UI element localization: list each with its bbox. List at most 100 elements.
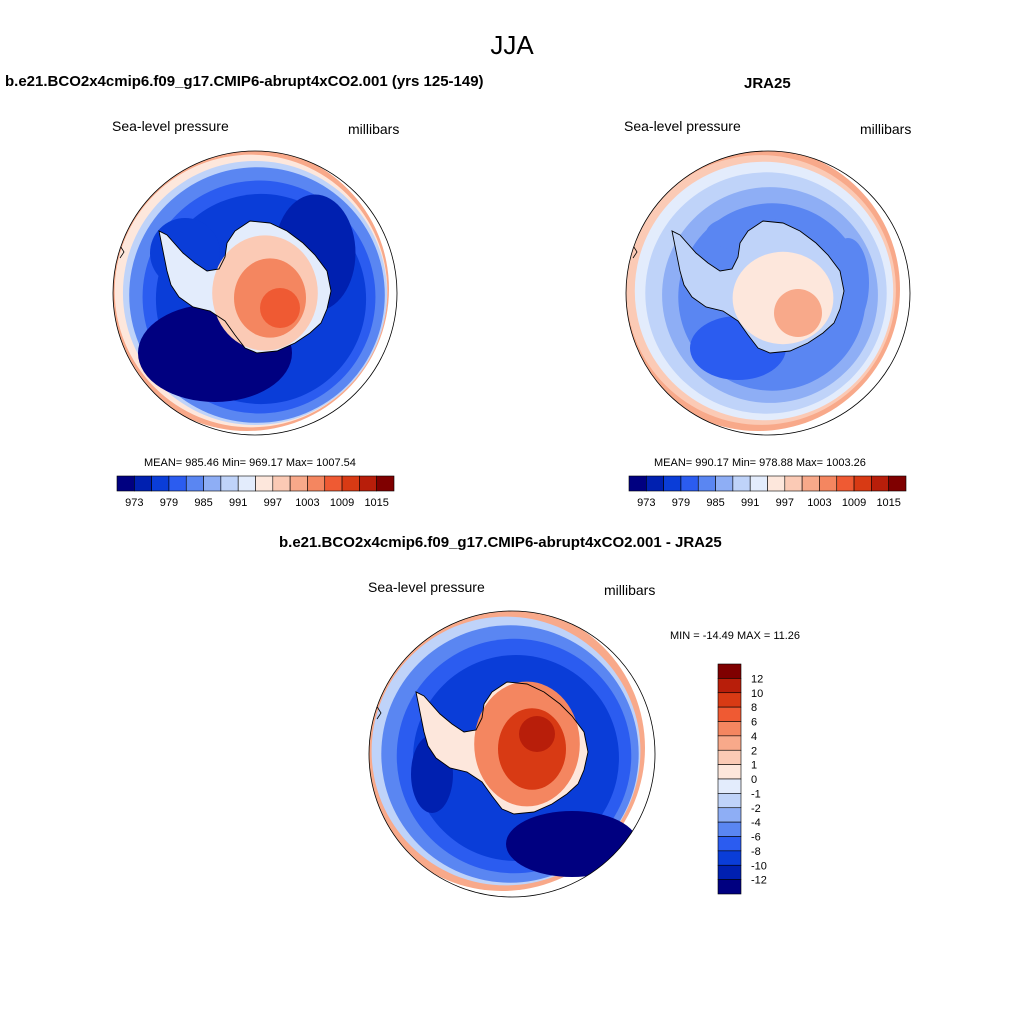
colorbar-diff-tick-label: 10 <box>751 688 763 700</box>
colorbar-obs-tick-label: 973 <box>637 497 655 509</box>
colorbar-diff-swatch <box>717 793 742 809</box>
colorbar-model-tick-label: 991 <box>229 497 247 509</box>
colorbar-model-swatch <box>151 475 170 492</box>
colorbar-diff-tick-label: -12 <box>751 875 767 887</box>
map-diff-border <box>368 610 656 898</box>
colorbar-obs-swatch <box>646 475 664 492</box>
colorbar-obs-swatch <box>836 475 855 492</box>
colorbar-obs-tick-label: 991 <box>741 497 759 509</box>
colorbar-diff-swatch <box>717 721 742 737</box>
colorbar-model-tick-label: 1009 <box>330 497 354 509</box>
colorbar-diff-swatch <box>717 764 742 780</box>
panel-obs-title: JRA25 <box>744 75 791 92</box>
colorbar-model-tick-label: 1015 <box>364 497 388 509</box>
map-model-border <box>112 150 398 436</box>
colorbar-model-swatch <box>203 475 222 492</box>
panel-model-units-label: millibars <box>348 121 400 137</box>
panel-diff-title: b.e21.BCO2x4cmip6.f09_g17.CMIP6-abrupt4x… <box>279 534 722 551</box>
panel-obs-stats: MEAN= 990.17 Min= 978.88 Max= 1003.26 <box>654 457 866 469</box>
colorbar-diff-tick-label: -8 <box>751 846 761 858</box>
colorbar-diff-tick-label: 2 <box>751 745 757 757</box>
colorbar-obs-swatch <box>715 475 734 492</box>
map-diff <box>369 611 645 891</box>
colorbar-model-swatch <box>168 475 187 492</box>
colorbar-diff-swatch <box>717 735 742 751</box>
colorbar-model-tick-label: 979 <box>160 497 178 509</box>
colorbar-diff-tick-label: -4 <box>751 817 761 829</box>
colorbar-model-swatch <box>376 475 395 492</box>
colorbar-diff-tick-label: 4 <box>751 731 757 743</box>
panel-diff-stats: MIN = -14.49 MAX = 11.26 <box>670 630 801 642</box>
colorbar-diff-swatch <box>717 778 742 794</box>
colorbar-model-swatch <box>134 475 152 492</box>
colorbar-obs-swatch <box>784 475 803 492</box>
colorbar-obs-swatch <box>871 475 889 492</box>
colorbar-diff-swatch <box>717 692 742 708</box>
map-model-polar-high <box>260 288 300 328</box>
colorbar-diff-tick-label: -6 <box>751 832 761 844</box>
colorbar-diff-swatch <box>717 879 742 895</box>
colorbar-diff-swatch <box>717 836 742 852</box>
colorbar-model-tick-label: 1003 <box>295 497 319 509</box>
colorbar-model: 973 979 985 991 997 1003 1009 1015 <box>116 475 395 509</box>
colorbar-model-tick-label: 973 <box>125 497 143 509</box>
colorbar-obs-swatch <box>853 475 872 492</box>
colorbar-obs-tick-label: 979 <box>672 497 690 509</box>
colorbar-obs-swatch <box>732 475 751 492</box>
colorbar-model-swatch <box>220 475 239 492</box>
colorbar-obs-swatch <box>819 475 838 492</box>
colorbar-diff-tick-label: 8 <box>751 702 757 714</box>
colorbar-obs-swatch <box>680 475 699 492</box>
colorbar-model-tick-label: 997 <box>264 497 282 509</box>
colorbar-model-swatch <box>341 475 360 492</box>
page-title: JJA <box>490 30 534 60</box>
colorbar-model-swatch <box>359 475 377 492</box>
panel-model-title: b.e21.BCO2x4cmip6.f09_g17.CMIP6-abrupt4x… <box>5 73 484 90</box>
colorbar-model-swatch <box>272 475 291 492</box>
panel-model-variable-label: Sea-level pressure <box>112 118 229 134</box>
map-diff-coastline <box>415 681 589 815</box>
colorbar-obs-swatch <box>697 475 716 492</box>
colorbar-diff-tick-label: -10 <box>751 860 767 872</box>
colorbar-model-swatch <box>307 475 326 492</box>
colorbar-diff-swatch <box>717 749 742 765</box>
colorbar-model-swatch <box>324 475 343 492</box>
colorbar-diff-swatch <box>717 678 742 694</box>
panel-model-stats: MEAN= 985.46 Min= 969.17 Max= 1007.54 <box>144 457 356 469</box>
colorbar-obs-swatch <box>767 475 786 492</box>
colorbar-diff-tick-label: 12 <box>751 673 763 685</box>
colorbar-diff-swatch <box>717 706 742 722</box>
colorbar-obs-tick-label: 1015 <box>876 497 900 509</box>
map-diff-low-region <box>506 811 638 877</box>
map-model-coastline <box>158 220 332 354</box>
panel-obs-variable-label: Sea-level pressure <box>624 118 741 134</box>
colorbar-diff-tick-label: 6 <box>751 717 757 729</box>
colorbar-model-swatch <box>185 475 204 492</box>
colorbar-obs-tick-label: 997 <box>776 497 794 509</box>
colorbar-model-tick-label: 985 <box>194 497 212 509</box>
colorbar-obs-swatch <box>628 475 647 492</box>
colorbar-model-swatch <box>116 475 135 492</box>
colorbar-diff-swatch <box>717 663 742 679</box>
colorbar-obs-swatch <box>801 475 820 492</box>
colorbar-diff-swatch <box>717 821 742 837</box>
colorbar-diff-tick-label: -1 <box>751 788 761 800</box>
panel-obs-units-label: millibars <box>860 121 912 137</box>
colorbar-obs-swatch <box>888 475 907 492</box>
colorbar-obs-tick-label: 1003 <box>807 497 831 509</box>
colorbar-model-swatch <box>289 475 308 492</box>
map-model <box>113 151 389 431</box>
map-obs-border <box>625 150 911 436</box>
map-diff-polar-high <box>519 716 555 752</box>
map-obs-polar-high <box>774 289 822 337</box>
colorbar-obs-swatch <box>749 475 768 492</box>
colorbar-diff-swatch <box>717 864 742 880</box>
colorbar-diff-swatch <box>717 850 742 866</box>
colorbar-diff-tick-label: 1 <box>751 760 757 772</box>
panel-diff-variable-label: Sea-level pressure <box>368 579 485 595</box>
panel-diff-units-label: millibars <box>604 582 656 598</box>
colorbar-diff-tick-label: -2 <box>751 803 761 815</box>
colorbar-diff-swatch <box>717 807 742 823</box>
colorbar-model-swatch <box>237 475 256 492</box>
